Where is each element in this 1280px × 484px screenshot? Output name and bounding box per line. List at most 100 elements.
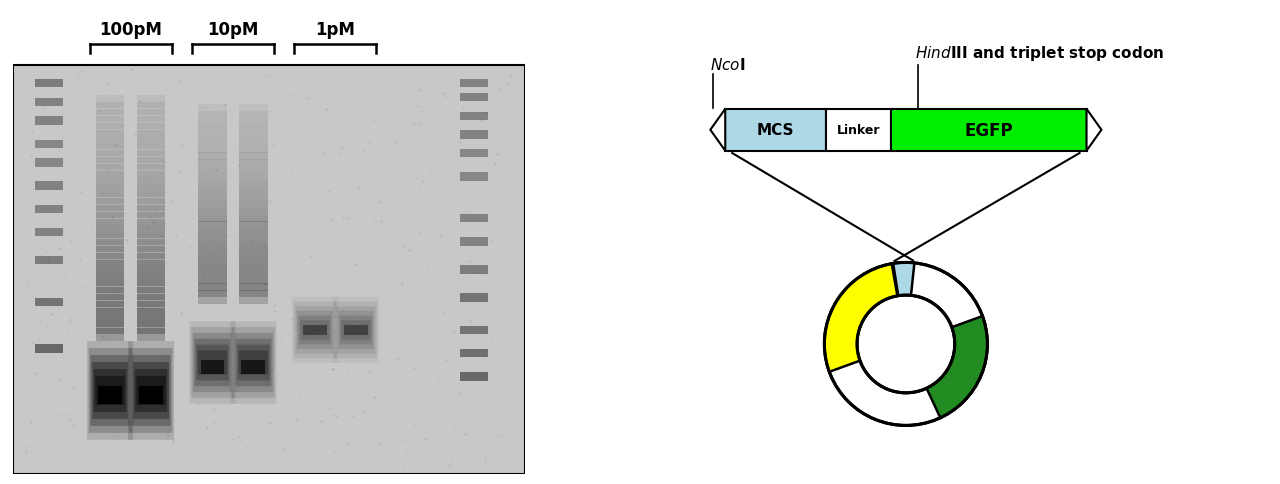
FancyBboxPatch shape <box>93 369 127 412</box>
FancyBboxPatch shape <box>137 110 165 123</box>
Text: 10pM: 10pM <box>207 21 259 39</box>
FancyBboxPatch shape <box>137 287 165 301</box>
FancyBboxPatch shape <box>137 321 165 334</box>
FancyBboxPatch shape <box>198 222 227 236</box>
FancyBboxPatch shape <box>232 328 275 398</box>
FancyBboxPatch shape <box>137 158 165 170</box>
FancyBboxPatch shape <box>198 160 227 174</box>
FancyBboxPatch shape <box>230 322 276 404</box>
FancyBboxPatch shape <box>96 192 124 205</box>
FancyBboxPatch shape <box>96 281 124 294</box>
FancyBboxPatch shape <box>236 339 271 387</box>
FancyBboxPatch shape <box>92 363 128 419</box>
FancyBboxPatch shape <box>96 260 124 273</box>
FancyBboxPatch shape <box>96 321 124 334</box>
FancyBboxPatch shape <box>460 238 488 246</box>
FancyBboxPatch shape <box>239 270 268 284</box>
FancyBboxPatch shape <box>137 294 165 307</box>
FancyBboxPatch shape <box>239 291 268 305</box>
FancyBboxPatch shape <box>198 187 227 201</box>
FancyBboxPatch shape <box>460 150 488 158</box>
FancyBboxPatch shape <box>35 117 63 125</box>
FancyBboxPatch shape <box>726 109 827 151</box>
FancyBboxPatch shape <box>198 201 227 215</box>
FancyBboxPatch shape <box>239 277 268 291</box>
FancyBboxPatch shape <box>460 326 488 334</box>
Text: 100pM: 100pM <box>99 21 163 39</box>
FancyBboxPatch shape <box>96 158 124 170</box>
FancyBboxPatch shape <box>137 315 165 328</box>
FancyBboxPatch shape <box>239 284 268 298</box>
Text: $\mathit{Hind}$III and triplet stop codon: $\mathit{Hind}$III and triplet stop codo… <box>915 44 1165 63</box>
FancyBboxPatch shape <box>198 270 227 284</box>
FancyBboxPatch shape <box>195 339 230 387</box>
FancyBboxPatch shape <box>137 103 165 116</box>
FancyBboxPatch shape <box>128 341 174 440</box>
FancyBboxPatch shape <box>137 281 165 294</box>
FancyBboxPatch shape <box>35 98 63 107</box>
FancyBboxPatch shape <box>96 301 124 314</box>
FancyBboxPatch shape <box>198 153 227 167</box>
FancyBboxPatch shape <box>137 178 165 191</box>
FancyBboxPatch shape <box>96 253 124 266</box>
Polygon shape <box>710 109 726 151</box>
FancyBboxPatch shape <box>239 146 268 160</box>
FancyBboxPatch shape <box>301 320 329 340</box>
FancyBboxPatch shape <box>137 274 165 287</box>
FancyBboxPatch shape <box>137 198 165 212</box>
FancyBboxPatch shape <box>35 298 63 306</box>
FancyBboxPatch shape <box>96 308 124 321</box>
FancyBboxPatch shape <box>96 110 124 123</box>
FancyBboxPatch shape <box>460 373 488 381</box>
FancyBboxPatch shape <box>239 153 268 167</box>
Wedge shape <box>893 263 914 296</box>
FancyBboxPatch shape <box>460 80 488 88</box>
FancyBboxPatch shape <box>242 361 265 375</box>
FancyBboxPatch shape <box>137 253 165 266</box>
FancyBboxPatch shape <box>196 345 229 381</box>
FancyBboxPatch shape <box>334 302 378 359</box>
FancyBboxPatch shape <box>35 205 63 213</box>
FancyBboxPatch shape <box>96 123 124 136</box>
FancyBboxPatch shape <box>460 94 488 102</box>
FancyBboxPatch shape <box>239 257 268 270</box>
FancyBboxPatch shape <box>134 369 168 412</box>
FancyBboxPatch shape <box>87 341 133 440</box>
FancyBboxPatch shape <box>137 226 165 239</box>
FancyBboxPatch shape <box>96 96 124 109</box>
FancyBboxPatch shape <box>35 228 63 237</box>
Text: 1pM: 1pM <box>315 21 356 39</box>
FancyBboxPatch shape <box>293 302 337 359</box>
FancyBboxPatch shape <box>198 146 227 160</box>
FancyBboxPatch shape <box>137 205 165 218</box>
FancyBboxPatch shape <box>198 249 227 263</box>
FancyBboxPatch shape <box>460 112 488 121</box>
FancyBboxPatch shape <box>96 315 124 328</box>
FancyBboxPatch shape <box>137 308 165 321</box>
FancyBboxPatch shape <box>137 165 165 178</box>
FancyBboxPatch shape <box>88 348 132 433</box>
FancyBboxPatch shape <box>137 117 165 130</box>
FancyBboxPatch shape <box>239 222 268 236</box>
FancyBboxPatch shape <box>99 387 122 404</box>
FancyBboxPatch shape <box>297 311 333 349</box>
FancyBboxPatch shape <box>96 205 124 218</box>
FancyBboxPatch shape <box>140 387 163 404</box>
FancyBboxPatch shape <box>460 266 488 274</box>
FancyBboxPatch shape <box>239 263 268 277</box>
FancyBboxPatch shape <box>198 263 227 277</box>
FancyBboxPatch shape <box>96 274 124 287</box>
FancyBboxPatch shape <box>460 131 488 139</box>
FancyBboxPatch shape <box>198 242 227 257</box>
FancyBboxPatch shape <box>239 187 268 201</box>
FancyBboxPatch shape <box>96 144 124 157</box>
FancyBboxPatch shape <box>96 212 124 225</box>
FancyBboxPatch shape <box>137 267 165 280</box>
FancyBboxPatch shape <box>137 151 165 164</box>
FancyBboxPatch shape <box>137 301 165 314</box>
FancyBboxPatch shape <box>137 246 165 259</box>
Text: MCS: MCS <box>756 123 795 138</box>
FancyBboxPatch shape <box>239 201 268 215</box>
FancyBboxPatch shape <box>298 316 332 345</box>
Wedge shape <box>824 263 987 425</box>
